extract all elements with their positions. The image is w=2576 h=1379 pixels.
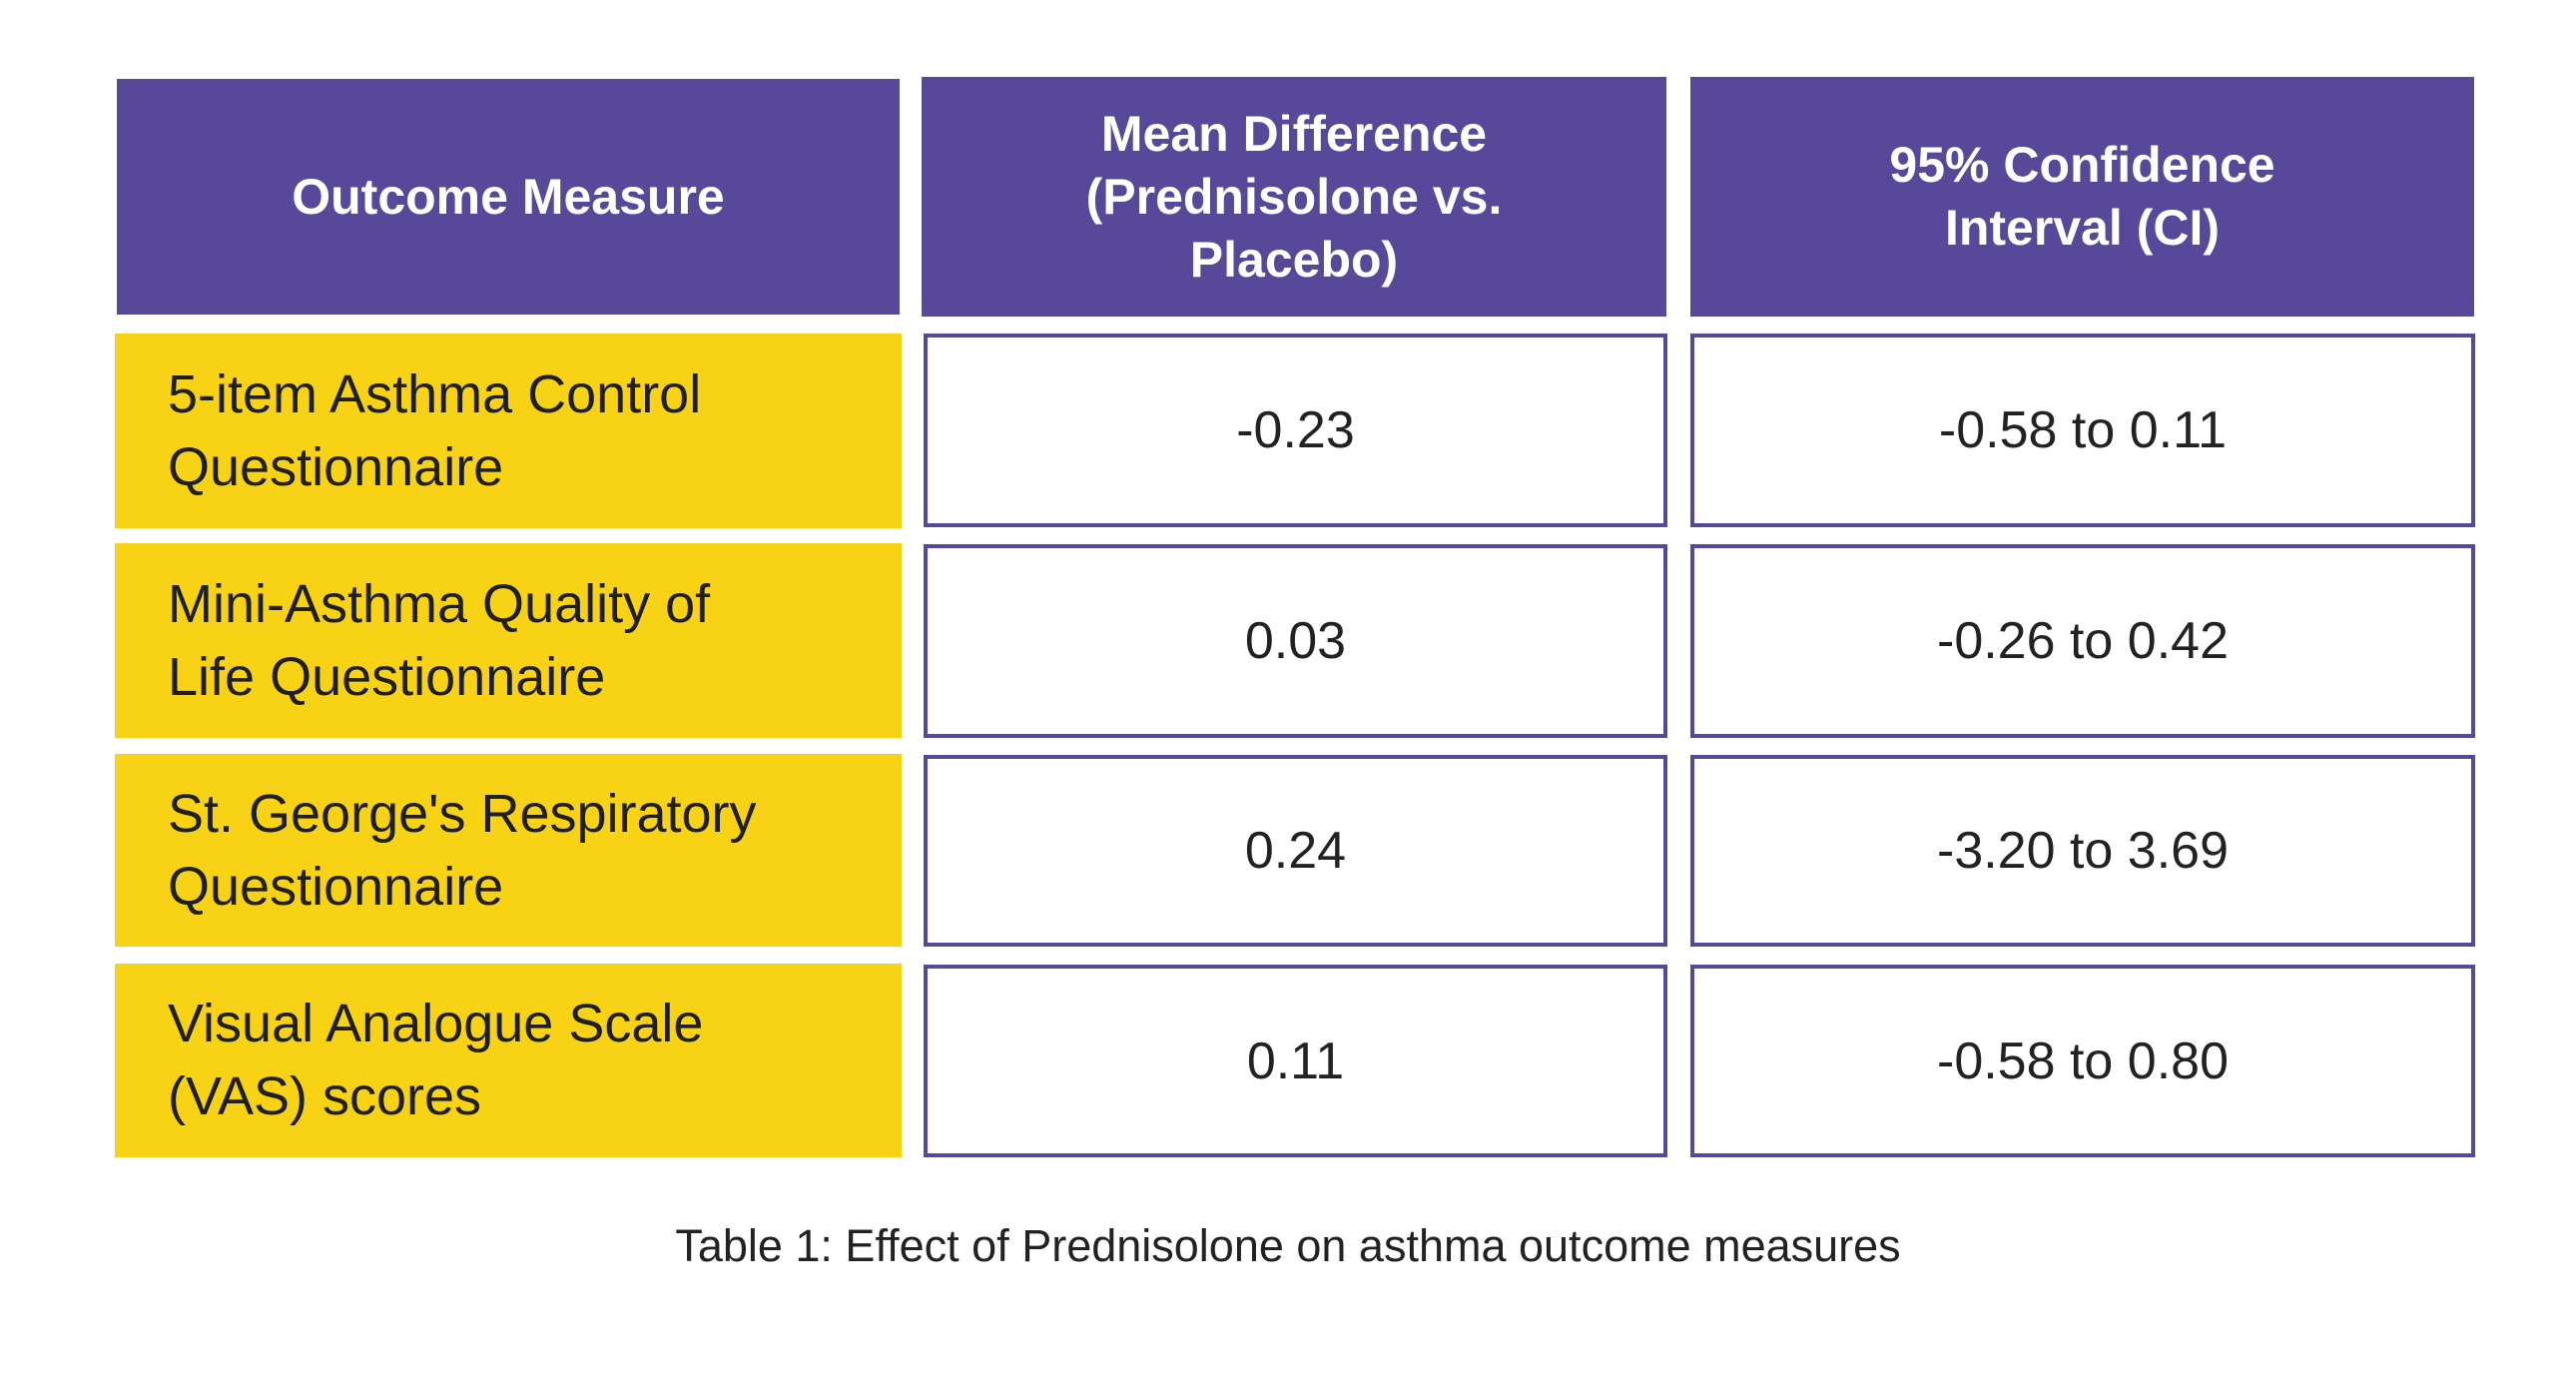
- row-label: St. George's Respiratory Questionnaire: [115, 754, 902, 947]
- ci-cell: -0.58 to 0.11: [1690, 334, 2475, 527]
- mean-difference-cell: 0.24: [924, 755, 1667, 947]
- header-mean-difference: Mean Difference (Prednisolone vs. Placeb…: [922, 77, 1666, 317]
- mean-difference-cell: -0.23: [924, 334, 1667, 527]
- header-confidence-interval: 95% Confidence Interval (CI): [1690, 77, 2474, 317]
- header-outcome-measure: Outcome Measure: [117, 79, 900, 315]
- mean-difference-cell: 0.11: [924, 965, 1667, 1157]
- row-label: Visual Analogue Scale (VAS) scores: [115, 964, 902, 1157]
- ci-cell: -0.58 to 0.80: [1690, 965, 2475, 1157]
- mean-difference-cell: 0.03: [924, 544, 1667, 738]
- ci-cell: -3.20 to 3.69: [1690, 755, 2475, 947]
- row-label: 5-item Asthma Control Questionnaire: [115, 334, 902, 528]
- ci-cell: -0.26 to 0.42: [1690, 544, 2475, 738]
- table-caption: Table 1: Effect of Prednisolone on asthm…: [675, 1220, 1901, 1271]
- row-label: Mini-Asthma Quality of Life Questionnair…: [115, 543, 902, 738]
